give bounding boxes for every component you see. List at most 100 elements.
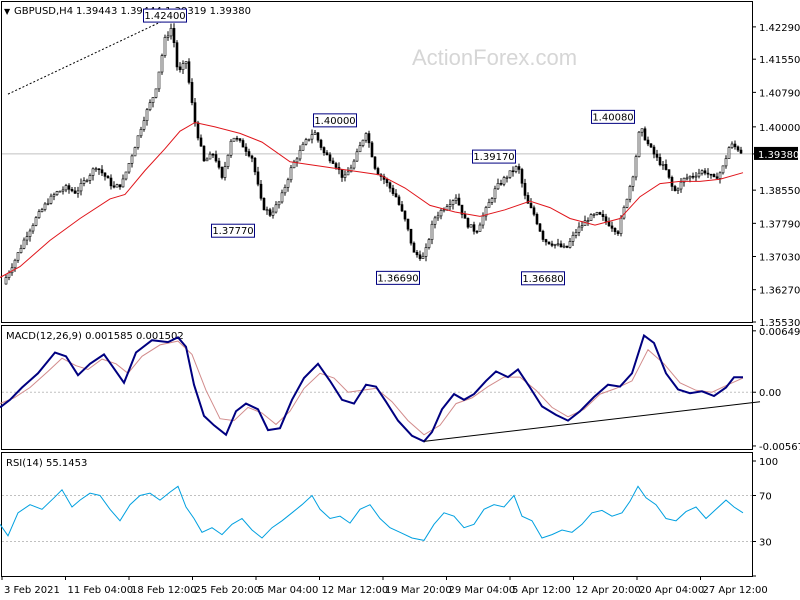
candle <box>544 238 548 246</box>
price-annotations: 1.42400 1.40000 1.37770 1.36690 1.39170 1.366… <box>143 8 635 286</box>
candle <box>271 207 275 219</box>
candle <box>415 249 419 258</box>
candle <box>733 140 737 150</box>
candle <box>205 157 209 162</box>
candle <box>634 154 638 181</box>
candle <box>736 145 740 153</box>
candle <box>160 53 164 75</box>
candle <box>364 132 368 143</box>
candle <box>595 211 599 216</box>
candle <box>115 183 119 188</box>
candle <box>91 167 95 181</box>
candle <box>604 213 608 225</box>
candle <box>490 196 494 206</box>
macd-panel-frame <box>1 325 753 450</box>
candle <box>199 134 203 147</box>
macd-main-line <box>0 333 743 443</box>
candle <box>508 170 512 179</box>
candle <box>370 140 374 158</box>
candle <box>610 221 614 232</box>
price-tick-label: 1.40790 <box>759 88 800 99</box>
candle <box>730 141 734 149</box>
candle <box>112 181 116 189</box>
price-annotation: 1.36690 <box>376 270 420 285</box>
price-annotation-label: 1.40080 <box>592 112 633 123</box>
candle <box>439 208 443 220</box>
candle <box>175 40 179 71</box>
candle <box>220 166 224 180</box>
candle <box>67 183 71 194</box>
candle <box>367 130 371 148</box>
time-tick: 12 Apr 20:00 <box>573 576 641 596</box>
price-annotation: 1.40000 <box>313 113 357 128</box>
price-annotation-label: 1.36680 <box>522 274 563 285</box>
price-tick-label: 1.37030 <box>759 253 800 264</box>
candle <box>589 213 593 221</box>
candle <box>268 207 272 218</box>
price-annotation-label: 1.36690 <box>377 273 418 284</box>
candle <box>436 211 440 221</box>
candle <box>517 163 521 174</box>
candle <box>163 34 167 58</box>
candle <box>121 174 125 188</box>
candle <box>484 205 488 221</box>
price-tick: 1.38550 <box>752 186 800 197</box>
price-tick-label: 1.36270 <box>759 286 800 297</box>
rsi-tick-label: 100 <box>759 457 778 468</box>
candle <box>580 221 584 231</box>
candle <box>310 129 314 144</box>
candle <box>106 174 110 179</box>
time-tick-label: 29 Mar 04:00 <box>449 585 516 596</box>
macd-tick-label: 0.00 <box>759 388 781 399</box>
candle <box>664 159 668 171</box>
candle <box>34 216 38 227</box>
time-tick: 5 Mar 04:00 <box>255 576 318 596</box>
candle <box>592 212 596 219</box>
candle <box>448 199 452 210</box>
time-tick: 18 Feb 12:00 <box>128 576 197 596</box>
price-annotation: 1.42400 <box>143 8 187 23</box>
rsi-series-line <box>0 485 744 541</box>
candle <box>724 155 728 169</box>
symbol-label: GBPUSD,H4 <box>14 6 73 17</box>
candle <box>64 183 68 193</box>
watermark: ActionForex.com <box>412 45 577 70</box>
candle <box>346 167 350 176</box>
candle <box>202 145 206 162</box>
candle <box>307 138 311 142</box>
price-tick-label: 1.40000 <box>759 123 800 134</box>
candle <box>529 198 533 209</box>
candle <box>373 156 377 171</box>
candle <box>409 228 413 246</box>
price-candles <box>4 23 743 285</box>
macd-trend-segment <box>423 401 761 442</box>
time-tick-label: 5 Mar 04:00 <box>258 585 318 596</box>
candle <box>718 171 722 184</box>
candle <box>247 148 251 158</box>
moving-average <box>0 121 744 278</box>
chart-header: ▼ GBPUSD,H4 1.39443 1.39444 1.39319 1.39… <box>4 6 251 17</box>
candle <box>418 250 422 261</box>
time-tick: 3 Feb 2021 <box>1 576 60 596</box>
candle <box>691 172 695 180</box>
signal-line <box>0 340 744 436</box>
time-tick-label: 12 Mar 12:00 <box>322 585 389 596</box>
candle <box>238 138 242 143</box>
candle <box>181 60 185 75</box>
candle <box>31 223 35 234</box>
price-trend-segment <box>7 19 166 95</box>
candle <box>649 143 653 149</box>
candle <box>157 71 161 93</box>
time-tick-label: 25 Feb 20:00 <box>195 585 261 596</box>
candle <box>388 181 392 193</box>
candle <box>283 184 287 196</box>
candle <box>55 190 59 196</box>
candle <box>304 137 308 146</box>
candle <box>58 190 62 193</box>
candle <box>616 229 620 236</box>
candle <box>154 88 158 99</box>
candle <box>514 165 518 174</box>
candle <box>454 194 458 204</box>
candle <box>250 154 254 163</box>
candle <box>358 141 362 153</box>
